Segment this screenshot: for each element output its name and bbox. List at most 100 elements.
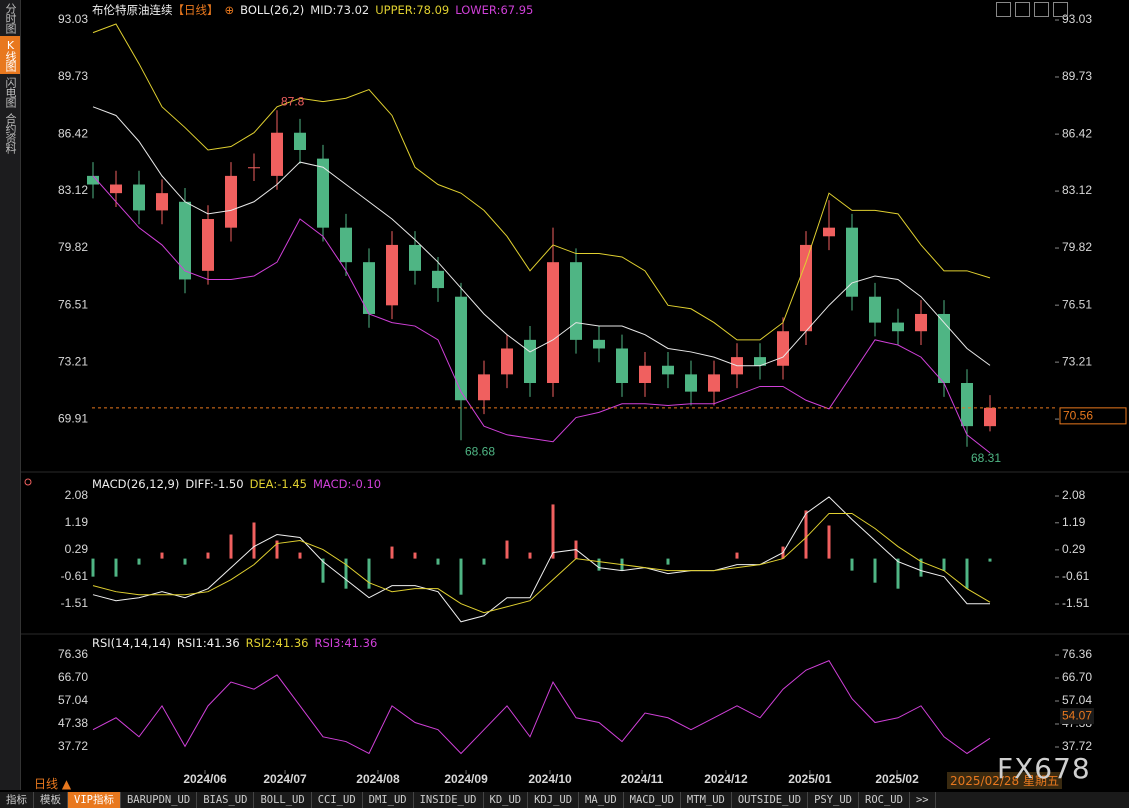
y-tick-label: 0.29 — [1062, 542, 1086, 556]
sidebar-tab[interactable]: K线图 — [0, 36, 20, 74]
y-tick-label: 83.12 — [1062, 183, 1092, 197]
last-price-box — [1059, 407, 1127, 425]
settings-icon[interactable] — [24, 478, 32, 486]
toolbar-item[interactable]: KD_UD — [484, 792, 529, 808]
indicator-name[interactable]: BOLL(26,2) — [240, 3, 305, 17]
sidebar-tab[interactable]: 合约资料 — [4, 113, 17, 153]
boll-line — [92, 23, 991, 341]
y-tick-label: 1.19 — [65, 515, 89, 529]
toolbar-item[interactable]: MACD_UD — [624, 792, 681, 808]
macd-header: MACD(26,12,9) DIFF:-1.50 DEA:-1.45 MACD:-0… — [92, 476, 381, 492]
y-tick-label: 0.29 — [65, 542, 89, 556]
legend-entry: MACD:-0.10 — [312, 477, 382, 491]
y-tick-label: 73.21 — [1062, 354, 1092, 368]
y-tick-label: 76.36 — [1062, 647, 1092, 661]
candle-body — [179, 201, 191, 280]
chart: 93.03 93.03 89.73 89.73 86.42 86.42 83.12 83.12… — [20, 12, 1129, 786]
candle-body — [432, 270, 444, 289]
candle-body — [317, 158, 329, 228]
candle-body — [294, 132, 306, 150]
period-selector[interactable]: 日线 ▲ — [34, 777, 72, 791]
y-tick-label: 37.72 — [1062, 739, 1092, 753]
macd-line — [92, 512, 991, 614]
toolbar-item[interactable]: ROC_UD — [859, 792, 910, 808]
candle-body — [340, 227, 352, 263]
x-tick-label: 2024/10 — [528, 772, 572, 786]
toolbar-item[interactable]: VIP指标 — [68, 792, 121, 808]
toolbar-item[interactable]: 指标 — [0, 792, 34, 808]
candle-body — [409, 244, 421, 271]
candle-body — [892, 322, 904, 332]
candle-body — [248, 167, 260, 169]
toolbar-item[interactable]: KDJ_UD — [528, 792, 580, 808]
indicator-name[interactable]: MACD(26,12,9) — [92, 477, 180, 491]
candle-body — [984, 407, 996, 427]
toolbar-item[interactable]: DMI_UD — [363, 792, 414, 808]
toolbar-item[interactable]: MA_UD — [579, 792, 624, 808]
toolbar-item[interactable]: BOLL_UD — [254, 792, 312, 808]
y-tick-label: 79.82 — [1062, 240, 1092, 254]
toolbar-item[interactable]: BIAS_UD — [197, 792, 255, 808]
high-annotation: 87.8 — [281, 94, 305, 108]
candle-body — [616, 348, 628, 384]
toolbar-item[interactable]: OUTSIDE_UD — [732, 792, 809, 808]
x-tick-label: 2024/09 — [444, 772, 488, 786]
sidebar-tab[interactable]: 分时图 — [4, 3, 17, 33]
legend-entry: MID:73.02 — [310, 3, 370, 17]
window-button[interactable] — [996, 2, 1011, 17]
window-button[interactable] — [1034, 2, 1049, 17]
boll-line — [92, 106, 991, 367]
x-tick-label: 2024/06 — [183, 772, 227, 786]
y-tick-label: 2.08 — [65, 488, 89, 502]
low-annotation: 68.68 — [465, 444, 495, 458]
window-controls — [996, 2, 1068, 17]
toolbar-item[interactable]: BARUPDN_UD — [121, 792, 198, 808]
y-tick-label: -1.51 — [1062, 596, 1090, 610]
candle-body — [501, 348, 513, 375]
main-header: 布伦特原油连续 【日线】 ⊕ BOLL(26,2) MID:73.02 UPPER… — [92, 2, 533, 18]
y-tick-label: 79.82 — [58, 240, 88, 254]
candle-body — [547, 262, 559, 384]
legend-entry: RSI1:41.36 — [176, 636, 240, 650]
cursor-box — [1060, 708, 1094, 725]
legend-entry: RSI2:41.36 — [245, 636, 309, 650]
candle-body — [225, 175, 237, 228]
cursor-date: 2025/02/28 星期五 — [947, 772, 1062, 789]
candle-body — [685, 374, 697, 392]
toolbar-item[interactable]: CCI_UD — [312, 792, 363, 808]
y-tick-label: 76.36 — [58, 647, 88, 661]
candle-body — [455, 296, 467, 401]
indicator-toolbar: 指标 模板 VIP指标 BARUPDN_UD BIAS_UD BOLL_UD CCI_UD D… — [0, 792, 1129, 808]
candle-body — [915, 313, 927, 332]
x-tick-label: 2024/11 — [621, 772, 664, 786]
indicator-name[interactable]: RSI(14,14,14) — [92, 636, 171, 650]
window-button[interactable] — [1053, 2, 1068, 17]
legend-entry: DIFF:-1.50 — [185, 477, 244, 491]
low-annotation: 68.31 — [971, 451, 1001, 465]
x-tick-label: 2025/01 — [788, 772, 832, 786]
y-tick-label: 1.19 — [1062, 515, 1086, 529]
chart-title: 布伦特原油连续 — [92, 3, 173, 17]
toolbar-item[interactable]: 模板 — [34, 792, 68, 808]
y-tick-label: 76.51 — [58, 297, 88, 311]
candle-body — [478, 374, 490, 401]
legend-entry: UPPER:78.09 — [375, 3, 450, 17]
y-tick-label: -1.51 — [61, 596, 89, 610]
toolbar-item[interactable]: MTM_UD — [681, 792, 732, 808]
candle-body — [271, 132, 283, 176]
toolbar-item[interactable]: INSIDE_UD — [414, 792, 484, 808]
toolbar-item[interactable]: >> — [910, 792, 936, 808]
add-icon[interactable]: ⊕ — [224, 3, 235, 17]
cursor-value: 54.07 — [1062, 709, 1092, 723]
candle-body — [961, 383, 973, 427]
candle-body — [202, 219, 214, 271]
toolbar-item[interactable]: PSY_UD — [808, 792, 860, 808]
last-price-label: 70.56 — [1063, 409, 1093, 423]
period-label: 【日线】 — [172, 3, 219, 17]
y-tick-label: 83.12 — [58, 183, 88, 197]
y-tick-label: 93.03 — [1062, 12, 1092, 26]
sidebar-tab[interactable]: 闪电图 — [4, 77, 17, 107]
window-button[interactable] — [1015, 2, 1030, 17]
y-tick-label: -0.61 — [1062, 569, 1090, 583]
